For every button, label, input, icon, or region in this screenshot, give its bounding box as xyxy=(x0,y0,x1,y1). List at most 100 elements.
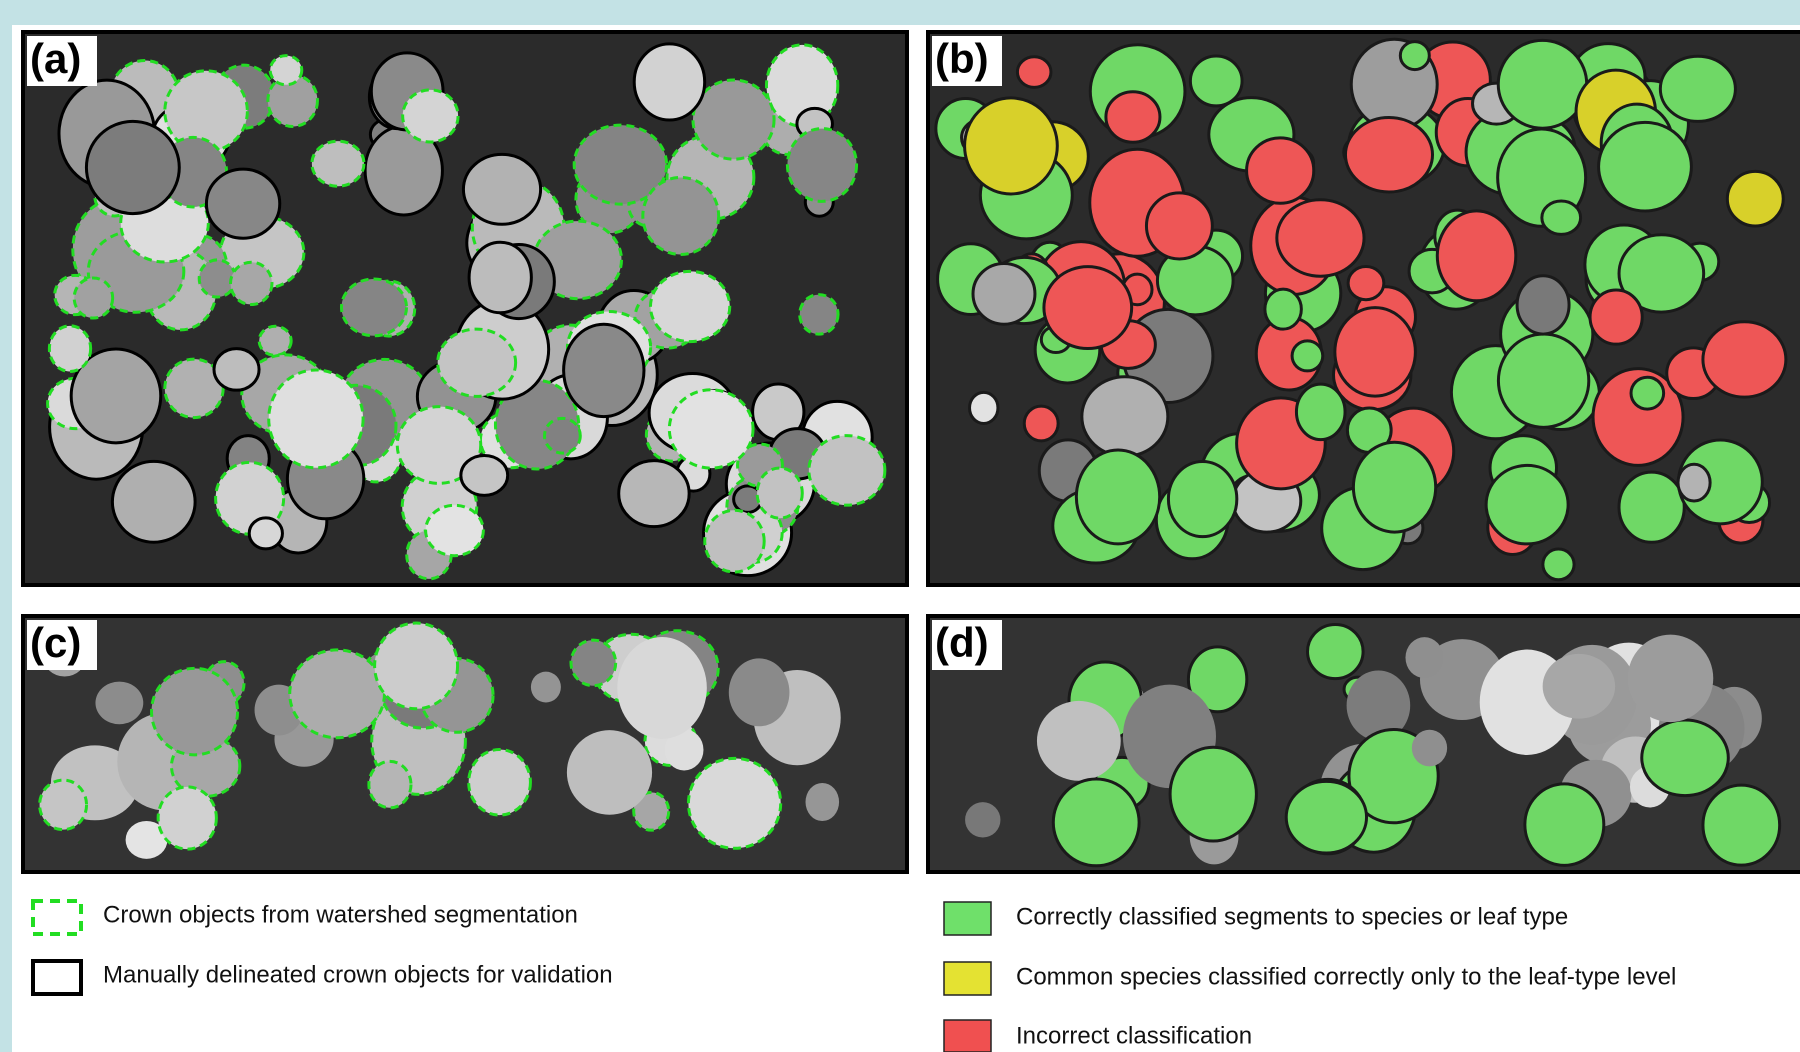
tree-crown xyxy=(1170,747,1256,841)
tree-crown xyxy=(806,783,840,821)
tree-crown xyxy=(1703,322,1786,397)
tree-crown xyxy=(693,80,774,159)
tree-crown xyxy=(729,658,790,726)
panel-label: (a) xyxy=(30,35,81,82)
tree-crown xyxy=(1286,781,1366,853)
legend-swatch xyxy=(944,962,991,995)
tree-crown xyxy=(1353,442,1435,532)
tree-crown xyxy=(269,370,363,468)
tree-crown xyxy=(1498,40,1586,128)
tree-crown xyxy=(617,637,707,739)
tree-crown xyxy=(1727,171,1783,226)
tree-crown xyxy=(1024,406,1058,441)
tree-crown xyxy=(1542,201,1581,234)
tree-crown xyxy=(469,750,531,816)
legend-text: Incorrect classification xyxy=(1016,1022,1252,1049)
tree-crown xyxy=(545,418,581,453)
tree-crown xyxy=(1525,784,1604,865)
tree-crown xyxy=(403,90,458,142)
tree-crown xyxy=(973,263,1035,324)
tree-crown xyxy=(1405,637,1443,678)
tree-crown xyxy=(1486,465,1568,544)
tree-crown xyxy=(688,758,780,848)
tree-crown xyxy=(1190,56,1242,106)
legend-text: Correctly classified segments to species… xyxy=(1016,903,1568,930)
tree-crown xyxy=(567,730,652,815)
tree-crown xyxy=(1703,785,1780,865)
tree-crown xyxy=(152,668,238,754)
tree-crown xyxy=(463,154,540,224)
panel-c xyxy=(23,616,907,872)
tree-crown xyxy=(531,672,561,703)
tree-crown xyxy=(1590,290,1642,344)
tree-crown xyxy=(86,121,179,213)
tree-crown xyxy=(1631,377,1664,409)
figure: Crown objects from watershed segmentatio… xyxy=(0,0,1800,1052)
tree-crown xyxy=(1277,200,1364,277)
tree-crown xyxy=(564,324,644,416)
tree-crown xyxy=(1053,779,1139,866)
tree-crown xyxy=(95,682,143,725)
tree-crown xyxy=(787,129,856,202)
tree-crown xyxy=(1017,57,1051,88)
tree-crown xyxy=(634,44,704,120)
tree-crown xyxy=(231,262,272,304)
tree-crown xyxy=(1348,267,1384,300)
legend-text: Crown objects from watershed segmentatio… xyxy=(103,901,578,928)
tree-crown xyxy=(1247,138,1314,203)
tree-crown xyxy=(1037,701,1121,781)
tree-crown xyxy=(965,802,1000,837)
tree-crown xyxy=(965,98,1058,194)
tree-crown xyxy=(1619,472,1684,542)
tree-crown xyxy=(1082,377,1168,457)
tree-crown xyxy=(809,436,885,506)
tree-crown xyxy=(650,271,729,341)
tree-crown xyxy=(369,761,411,807)
tree-crown xyxy=(214,349,259,391)
tree-crown xyxy=(40,780,87,830)
tree-crown xyxy=(1412,730,1447,767)
tree-crown xyxy=(375,623,458,709)
tree-crown xyxy=(705,510,764,572)
tree-crown xyxy=(259,326,291,355)
tree-crown xyxy=(158,787,216,849)
tree-crown xyxy=(1044,267,1132,349)
tree-crown xyxy=(1437,211,1516,301)
tree-crown xyxy=(1292,341,1323,371)
tree-crown xyxy=(1400,42,1429,70)
tree-crown xyxy=(1543,549,1574,580)
tree-crown xyxy=(469,242,531,313)
tree-crown xyxy=(1517,276,1569,334)
legend-swatch xyxy=(944,1020,991,1052)
tree-crown xyxy=(1146,193,1212,259)
legend-swatch xyxy=(944,902,991,935)
tree-crown xyxy=(1308,625,1364,679)
tree-crown xyxy=(669,390,753,468)
tree-crown xyxy=(571,640,616,686)
tree-crown xyxy=(426,505,484,555)
tree-crown xyxy=(1335,308,1416,396)
panel-b xyxy=(928,32,1800,585)
tree-crown xyxy=(1265,289,1301,329)
tree-crown xyxy=(1345,118,1432,192)
panel-label: (b) xyxy=(935,35,989,82)
tree-crown xyxy=(1296,384,1345,439)
tree-crown xyxy=(270,56,302,85)
tree-crown xyxy=(970,392,998,423)
tree-crown xyxy=(1660,56,1735,121)
tree-crown xyxy=(1642,720,1729,796)
tree-crown xyxy=(1076,450,1159,544)
tree-crown xyxy=(206,169,279,238)
tree-crown xyxy=(249,518,282,549)
panel-a xyxy=(23,32,907,585)
tree-crown xyxy=(112,461,195,542)
tree-crown xyxy=(1678,464,1710,501)
tree-crown xyxy=(438,329,516,396)
tree-crown xyxy=(461,455,508,495)
legend-text: Manually delineated crown objects for va… xyxy=(103,961,613,988)
tree-crown xyxy=(1543,654,1615,719)
panel-label: (c) xyxy=(30,619,81,666)
tree-crown xyxy=(49,326,90,372)
tree-crown xyxy=(74,278,113,318)
tree-crown xyxy=(619,461,689,527)
